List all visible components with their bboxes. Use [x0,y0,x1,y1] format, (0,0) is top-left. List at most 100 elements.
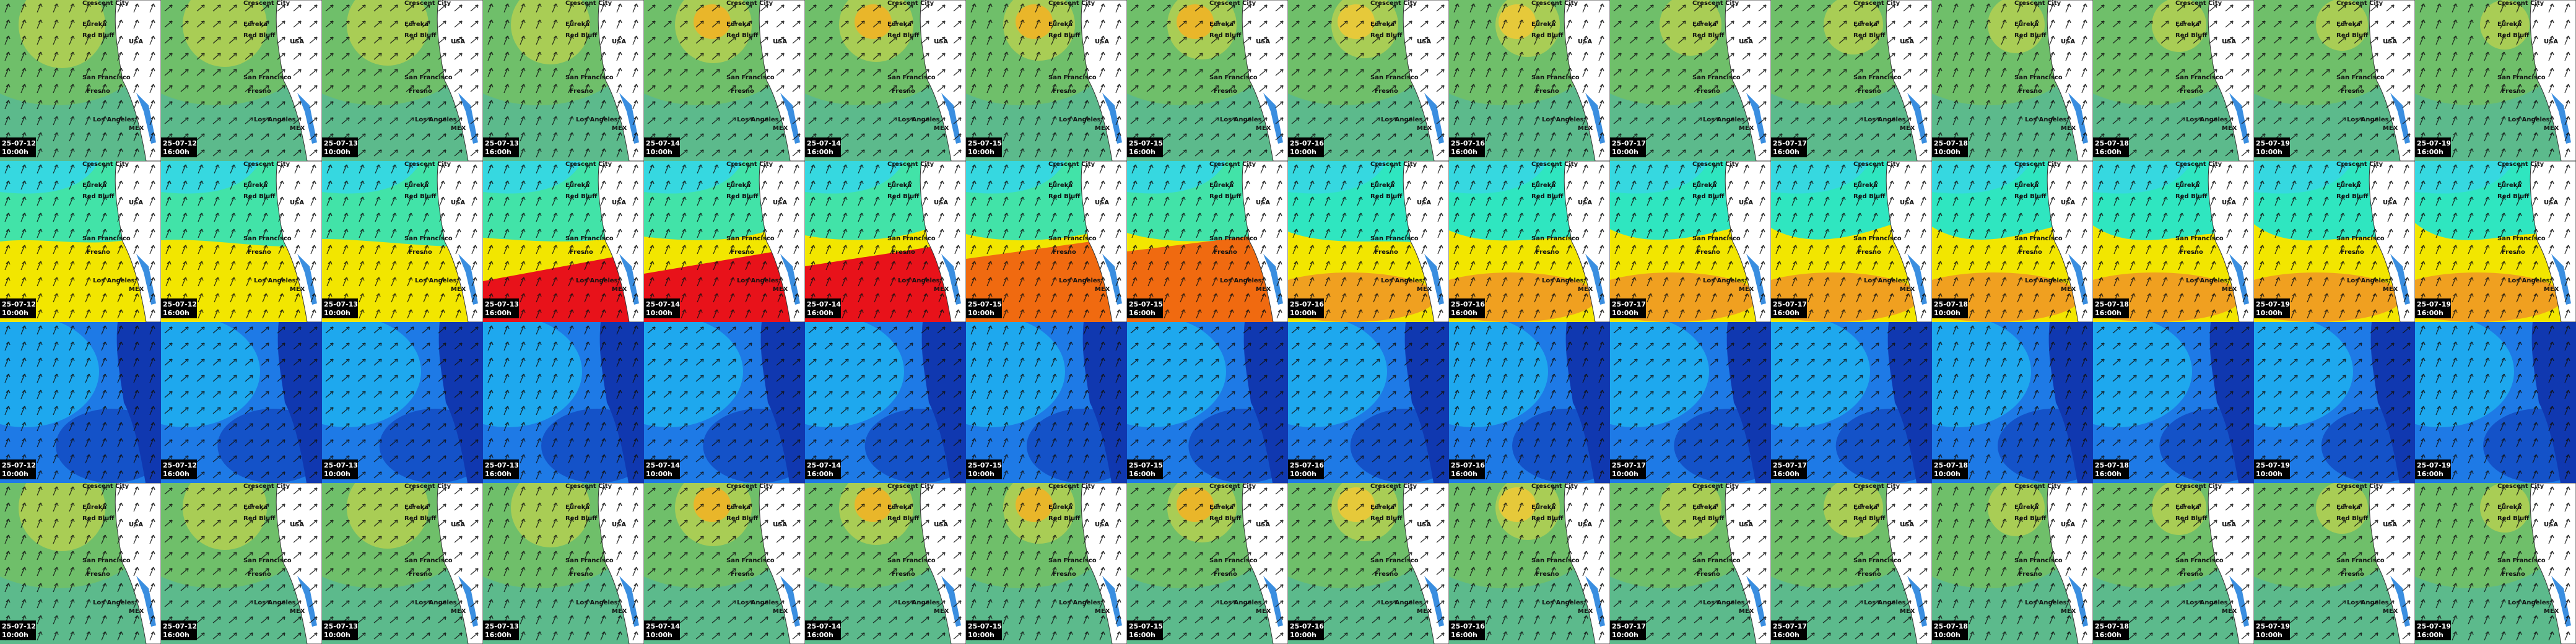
time-label: 10:00h [2,309,28,317]
date-label: 25-07-18 [1934,622,1968,630]
map-tile: Crescent CityEurekaRed BluffSan Francisc… [161,161,322,322]
wind-arrows [1127,322,1288,483]
time-label: 10:00h [2256,631,2282,639]
map-tile: Crescent CityEurekaRed BluffSan Francisc… [1127,483,1288,644]
wind-arrows [805,322,966,483]
time-label: 16:00h [807,631,833,639]
map-tile: Crescent CityEurekaRed BluffSan Francisc… [1771,0,1932,161]
date-label: 25-07-16 [1290,622,1324,630]
date-label: 25-07-14 [646,622,680,630]
map-tile: Crescent CityEurekaRed BluffSan Francisc… [1449,0,1610,161]
map-tile: Crescent CityEurekaRed BluffSan Francisc… [805,483,966,644]
wind-arrows [2093,322,2254,483]
time-label: 16:00h [807,470,833,478]
wind-arrows [2254,483,2415,644]
time-label: 16:00h [1129,148,1155,156]
time-label: 16:00h [2417,309,2443,317]
stamp-bg [2254,137,2290,157]
wind-arrows [1771,483,1932,644]
map-tile: Crescent CityEurekaRed BluffSan Francisc… [161,483,322,644]
wind-arrows [2093,0,2254,161]
stamp-bg [0,298,36,318]
date-label: 25-07-15 [1129,461,1163,469]
time-label: 16:00h [2095,148,2121,156]
map-tile: Crescent CityEurekaRed BluffSan Francisc… [1610,483,1771,644]
time-label: 10:00h [646,309,672,317]
stamp-bg [322,298,358,318]
time-label: 10:00h [324,309,350,317]
map-tile: Crescent CityEurekaRed BluffSan Francisc… [644,161,805,322]
stamp-bg [1610,137,1646,157]
stamp-bg [644,620,680,640]
stamp-bg [161,620,197,640]
date-label: 25-07-14 [646,461,680,469]
time-label: 16:00h [163,309,189,317]
wind-arrows [644,483,805,644]
stamp-bg [966,620,1002,640]
wind-arrows [1449,161,1610,322]
stamp-bg [483,459,519,479]
stamp-bg [2415,298,2451,318]
time-label: 10:00h [324,470,350,478]
time-label: 16:00h [485,631,511,639]
map-tile: Crescent CityEurekaRed BluffSan Francisc… [966,483,1127,644]
stamp-bg [644,459,680,479]
stamp-bg [1449,459,1485,479]
date-label: 25-07-17 [1773,461,1807,469]
time-label: 16:00h [1773,309,1799,317]
date-label: 25-07-19 [2417,622,2451,630]
date-label: 25-07-19 [2417,461,2451,469]
stamp-bg [2254,620,2290,640]
date-label: 25-07-17 [1612,139,1646,147]
map-tile: Crescent CityEurekaRed BluffSan Francisc… [1288,483,1449,644]
date-label: 25-07-18 [2095,300,2129,308]
wind-arrows [1288,0,1449,161]
date-label: 25-07-13 [485,300,519,308]
time-label: 10:00h [2256,309,2282,317]
date-label: 25-07-15 [968,461,1002,469]
time-label: 10:00h [2,470,28,478]
wind-arrows [1449,483,1610,644]
map-tile: Crescent CityEurekaRed BluffSan Francisc… [0,0,161,161]
date-label: 25-07-19 [2256,622,2290,630]
date-label: 25-07-18 [1934,300,1968,308]
stamp-bg [1932,298,1968,318]
wind-arrows [1127,161,1288,322]
time-label: 16:00h [2095,470,2121,478]
wind-arrows [322,483,483,644]
time-label: 16:00h [807,309,833,317]
stamp-bg [1771,137,1807,157]
wind-arrows [2415,483,2576,644]
wind-arrows [1288,322,1449,483]
time-label: 16:00h [485,309,511,317]
wind-arrows [644,161,805,322]
date-label: 25-07-16 [1451,139,1485,147]
time-label: 10:00h [968,309,994,317]
stamp-bg [1449,620,1485,640]
map-tile: Crescent CityEurekaRed BluffSan Francisc… [966,0,1127,161]
date-label: 25-07-13 [324,139,358,147]
map-tile: Crescent CityEurekaRed BluffSan Francisc… [483,0,644,161]
map-tile: Crescent CityEurekaRed BluffSan Francisc… [1449,161,1610,322]
date-label: 25-07-16 [1290,139,1324,147]
stamp-bg [1449,137,1485,157]
map-tile: Crescent CityEurekaRed BluffSan Francisc… [1288,0,1449,161]
stamp-bg [0,137,36,157]
date-label: 25-07-17 [1612,461,1646,469]
stamp-bg [1610,459,1646,479]
wind-arrows [1932,161,2093,322]
wind-arrows [0,0,161,161]
map-tile: Crescent CityEurekaRed BluffSan Francisc… [2093,483,2254,644]
time-label: 10:00h [2256,148,2282,156]
map-tile: Crescent CityEurekaRed BluffSan Francisc… [1932,0,2093,161]
date-label: 25-07-17 [1773,622,1807,630]
time-label: 10:00h [1290,148,1316,156]
date-label: 25-07-19 [2256,300,2290,308]
wind-arrows [161,0,322,161]
stamp-bg [1127,459,1163,479]
